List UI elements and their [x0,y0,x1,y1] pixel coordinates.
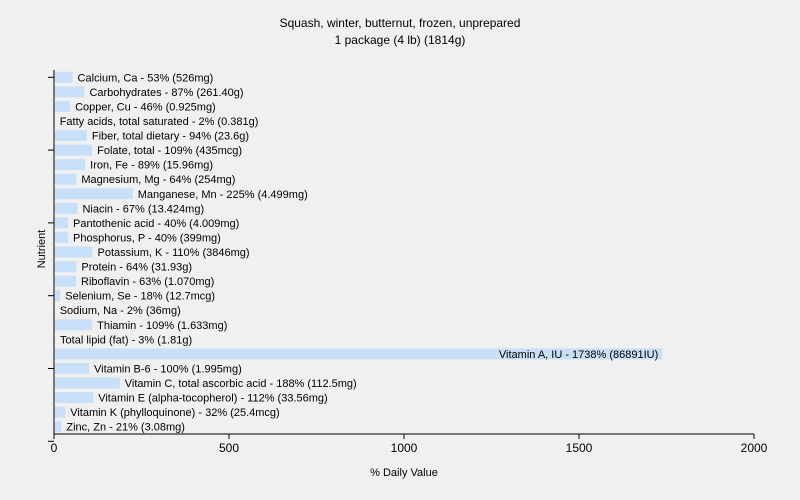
bar-label: Thiamin - 109% (1.633mg) [97,320,227,332]
bar-label: Carbohydrates - 87% (261.40g) [89,87,243,99]
x-tick-label: 0 [51,441,58,455]
bar [55,231,68,243]
bar [55,130,87,142]
bar-label: Protein - 64% (31.93g) [81,262,192,274]
bar [55,246,93,258]
x-tick-label: 1500 [566,441,593,455]
chart-title: Squash, winter, butternut, frozen, unpre… [280,16,521,30]
bar [55,392,94,404]
bar-label: Niacin - 67% (13.424mg) [82,203,204,215]
bar-label: Sodium, Na - 2% (36mg) [60,305,181,317]
bar [55,261,77,273]
bar-label: Total lipid (fat) - 3% (1.81g) [60,334,192,346]
bar [55,319,93,331]
axes-group: 0 500 1000 1500 2000 [48,70,768,455]
bar-label: Magnesium, Mg - 64% (254mg) [81,174,235,186]
bar [55,275,77,287]
bar [55,159,86,171]
bar-label: Copper, Cu - 46% (0.925mg) [75,101,216,113]
bar-label: Vitamin A, IU - 1738% (86891IU) [499,349,658,361]
bar [55,421,62,433]
bar [55,377,120,389]
x-tick-label: 1000 [391,441,418,455]
bar-label: Selenium, Se - 18% (12.7mcg) [65,291,215,303]
bar-label: Manganese, Mn - 225% (4.499mg) [138,189,308,201]
x-axis-title: % Daily Value [370,467,438,479]
bar-label: Iron, Fe - 89% (15.96mg) [90,160,213,172]
y-axis-title: Nutrient [36,230,48,269]
bar [55,348,663,360]
x-tick-label: 2000 [741,441,768,455]
bar [55,406,66,418]
bar [55,86,85,98]
bar [55,202,78,214]
bar-label: Vitamin E (alpha-tocopherol) - 112% (33.… [98,393,328,405]
bar-label: Phosphorus, P - 40% (399mg) [73,232,221,244]
bar [55,173,77,185]
bar-label: Potassium, K - 110% (3846mg) [98,247,250,259]
bar [55,144,93,156]
bar-label: Folate, total - 109% (435mcg) [97,145,242,157]
bar-label: Vitamin C, total ascorbic acid - 188% (1… [125,378,357,390]
x-tick-label: 500 [219,441,239,455]
bar-label: Fiber, total dietary - 94% (23.6g) [92,131,249,143]
bar-label: Vitamin B-6 - 100% (1.995mg) [94,363,242,375]
bar [55,362,89,374]
bar-label: Fatty acids, total saturated - 2% (0.381… [60,116,259,128]
bars-group: Calcium, Ca - 53% (526mg) Carbohydrates -… [55,71,663,434]
bar-label: Calcium, Ca - 53% (526mg) [78,72,214,84]
bar [55,217,68,229]
bar-label: Vitamin K (phylloquinone) - 32% (25.4mcg… [70,407,280,419]
bar-label: Riboflavin - 63% (1.070mg) [81,276,214,288]
chart-subtitle: 1 package (4 lb) (1814g) [335,33,466,47]
bar [55,71,73,83]
bar-label: Pantothenic acid - 40% (4.009mg) [73,218,239,230]
bar [55,290,61,302]
bar [55,188,133,200]
bar-label: Zinc, Zn - 21% (3.08mg) [66,422,185,434]
bar [55,100,71,112]
